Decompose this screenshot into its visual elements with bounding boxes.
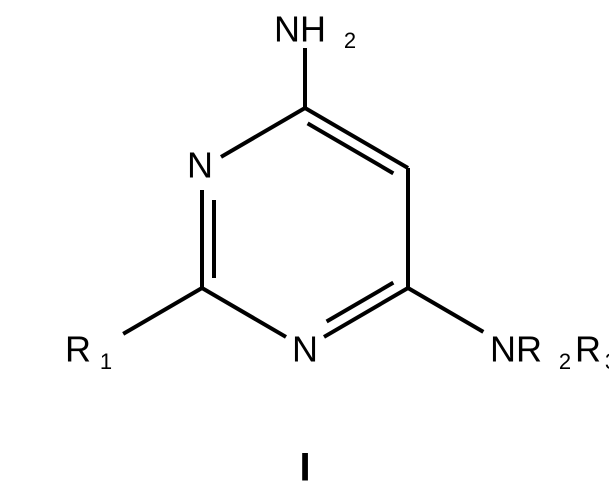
label-nh2: NH (274, 9, 326, 50)
atom-n-bottom: N (292, 329, 318, 370)
label-r1: R (65, 329, 91, 370)
chemical-structure-diagram: NH2NNR1NR2R3I (0, 0, 609, 500)
structure-caption: I (299, 446, 310, 490)
bond-lr-nr2r3 (408, 288, 483, 332)
label-nr-r: R (575, 329, 601, 370)
bond-ll-r1 (123, 288, 202, 334)
bond-top-ur (305, 108, 408, 168)
atom-n-upper-left: N (187, 145, 213, 186)
label-r1-sub: 1 (100, 349, 112, 374)
label-nr-sub3: 3 (605, 349, 609, 374)
label-nr: NR (490, 329, 542, 370)
bond-lr-bot (324, 288, 408, 337)
bond-ul-top (221, 108, 305, 157)
bond-bot-ll (202, 288, 286, 337)
label-nh2-sub: 2 (344, 28, 356, 53)
label-nr-sub2: 2 (559, 349, 571, 374)
